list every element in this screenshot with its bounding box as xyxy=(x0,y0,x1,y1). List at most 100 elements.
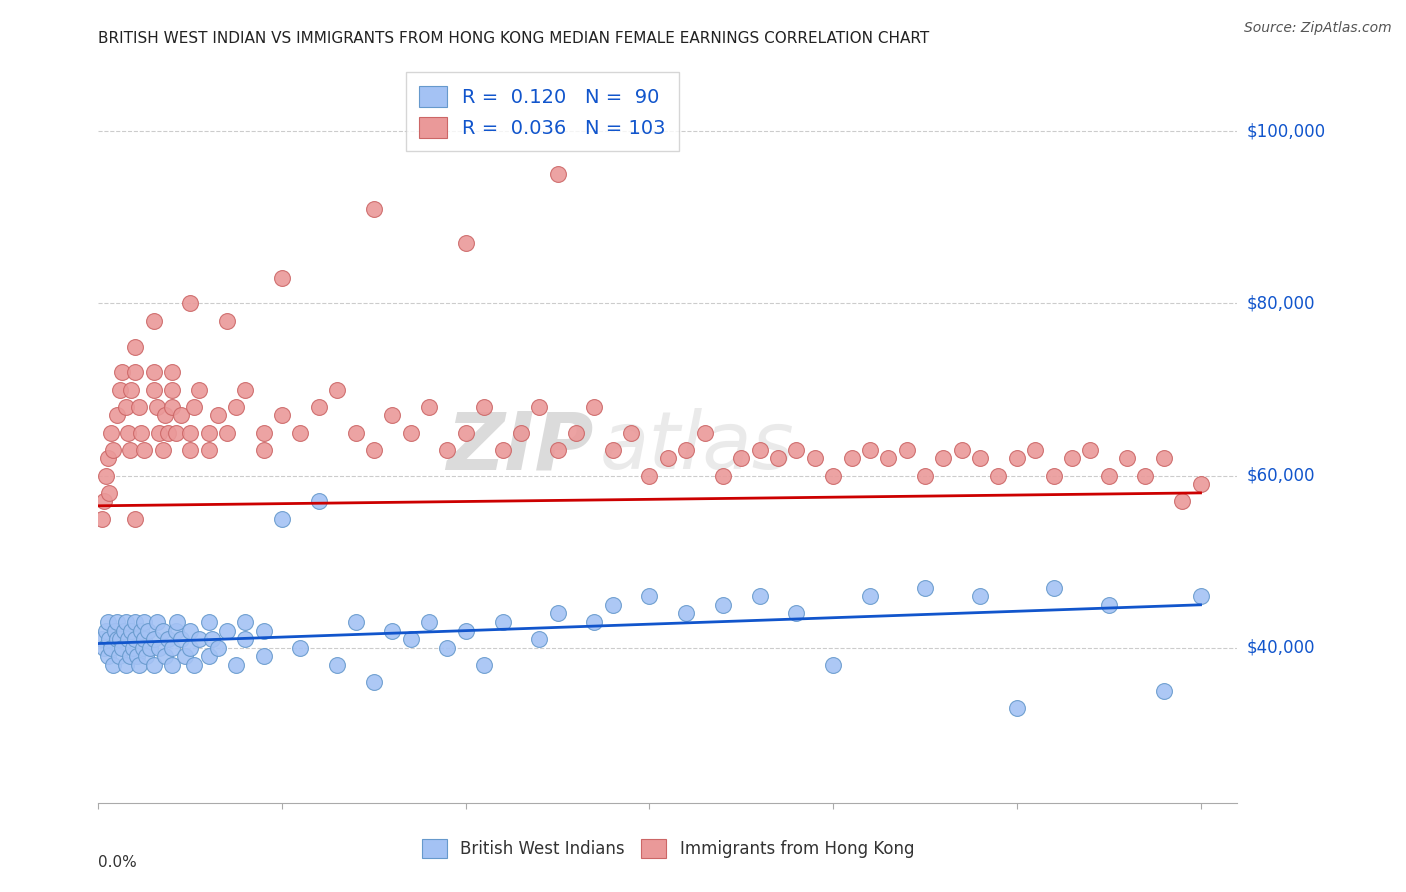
Point xyxy=(134,632,156,647)
Point xyxy=(97,451,120,466)
Text: Source: ZipAtlas.com: Source: ZipAtlas.com xyxy=(1244,21,1392,35)
Point xyxy=(197,615,219,629)
Point xyxy=(308,400,330,414)
Point xyxy=(1060,451,1083,466)
Point xyxy=(188,632,211,647)
Point xyxy=(399,425,422,440)
Point xyxy=(101,442,124,457)
Point xyxy=(111,365,134,379)
Point xyxy=(877,451,900,466)
Point xyxy=(131,640,153,655)
Point xyxy=(117,425,139,440)
Point xyxy=(1098,598,1121,612)
Point xyxy=(418,400,440,414)
Point xyxy=(129,624,152,638)
Point xyxy=(896,442,918,457)
Point xyxy=(785,442,807,457)
Point xyxy=(253,649,276,664)
Point xyxy=(308,494,330,508)
Point xyxy=(529,400,551,414)
Point xyxy=(914,468,936,483)
Text: $80,000: $80,000 xyxy=(1247,294,1315,312)
Point xyxy=(235,383,257,397)
Point xyxy=(105,409,128,423)
Point xyxy=(148,425,170,440)
Point xyxy=(97,649,120,664)
Point xyxy=(97,615,120,629)
Point xyxy=(118,442,141,457)
Point xyxy=(399,632,422,647)
Point xyxy=(117,632,139,647)
Point xyxy=(165,425,187,440)
Point xyxy=(969,451,991,466)
Point xyxy=(1005,701,1028,715)
Point xyxy=(253,442,276,457)
Point xyxy=(146,615,169,629)
Text: $40,000: $40,000 xyxy=(1247,639,1315,657)
Point xyxy=(173,649,195,664)
Point xyxy=(454,236,477,251)
Point xyxy=(436,442,458,457)
Point xyxy=(128,658,150,673)
Point xyxy=(197,649,219,664)
Point xyxy=(107,649,129,664)
Point xyxy=(134,615,156,629)
Point xyxy=(93,640,115,655)
Point xyxy=(118,649,141,664)
Point xyxy=(859,589,882,603)
Point xyxy=(94,468,117,483)
Point xyxy=(160,365,183,379)
Point xyxy=(472,658,495,673)
Point xyxy=(207,640,229,655)
Point xyxy=(115,400,138,414)
Point xyxy=(134,442,156,457)
Point xyxy=(183,658,205,673)
Point xyxy=(91,512,114,526)
Point xyxy=(105,632,128,647)
Point xyxy=(124,365,146,379)
Point xyxy=(748,442,770,457)
Point xyxy=(1189,589,1212,603)
Point xyxy=(215,314,238,328)
Point xyxy=(139,640,162,655)
Point xyxy=(105,615,128,629)
Point xyxy=(381,409,404,423)
Point xyxy=(436,640,458,655)
Point xyxy=(179,442,201,457)
Point xyxy=(693,425,716,440)
Point xyxy=(94,624,117,638)
Point xyxy=(157,425,180,440)
Point xyxy=(179,640,201,655)
Point xyxy=(841,451,863,466)
Point xyxy=(179,425,201,440)
Point xyxy=(271,409,294,423)
Point xyxy=(1042,468,1064,483)
Point xyxy=(583,615,606,629)
Point xyxy=(326,658,349,673)
Point xyxy=(129,425,152,440)
Point xyxy=(142,632,165,647)
Point xyxy=(188,383,211,397)
Point xyxy=(121,383,143,397)
Point xyxy=(115,615,138,629)
Point xyxy=(547,607,569,621)
Point xyxy=(124,512,146,526)
Point xyxy=(730,451,752,466)
Point xyxy=(157,632,180,647)
Point xyxy=(148,640,170,655)
Point xyxy=(1042,581,1064,595)
Point xyxy=(110,383,132,397)
Point xyxy=(766,451,789,466)
Point xyxy=(969,589,991,603)
Point xyxy=(115,658,138,673)
Point xyxy=(170,409,193,423)
Point xyxy=(100,425,122,440)
Point xyxy=(93,494,115,508)
Point xyxy=(105,624,128,638)
Point xyxy=(491,615,513,629)
Point xyxy=(170,632,193,647)
Point xyxy=(472,400,495,414)
Point xyxy=(271,512,294,526)
Point xyxy=(657,451,679,466)
Point xyxy=(1024,442,1046,457)
